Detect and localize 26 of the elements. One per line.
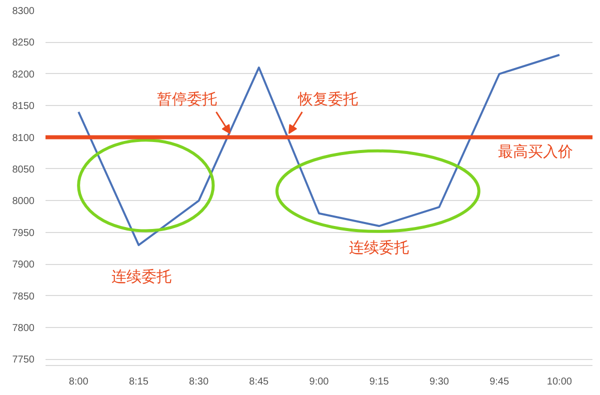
- y-tick-label: 7850: [12, 291, 35, 302]
- y-tick-label: 8000: [12, 196, 35, 208]
- y-tick-label: 8100: [12, 132, 35, 144]
- x-tick-label: 9:00: [309, 376, 330, 388]
- x-tick-label: 8:45: [249, 376, 270, 388]
- y-tick-label: 7800: [12, 322, 35, 334]
- annotation: 连续委托: [349, 240, 410, 257]
- y-tick-label: 7750: [12, 354, 35, 366]
- x-tick-label: 8:30: [189, 376, 209, 388]
- x-tick-label: 9:45: [490, 376, 510, 388]
- y-tick-label: 8300: [12, 6, 35, 17]
- x-tick-label: 9:15: [369, 376, 390, 388]
- x-tick-label: 10:00: [546, 376, 572, 388]
- y-tick-label: 7900: [12, 260, 35, 271]
- x-tick-label: 9:30: [429, 376, 450, 388]
- y-tick-label: 8050: [12, 164, 35, 176]
- annotation: 暂停委托: [156, 90, 217, 108]
- y-tick-label: 8150: [12, 101, 35, 112]
- y-tick-label: 8250: [12, 38, 35, 49]
- ref-line-label: 最高买入价: [498, 144, 573, 161]
- annotation: 恢复委托: [297, 90, 358, 108]
- annotation: 连续委托: [112, 268, 172, 286]
- x-tick-label: 8:15: [128, 376, 149, 388]
- y-tick-label: 7950: [12, 228, 35, 239]
- x-tick-label: 8:00: [68, 376, 89, 388]
- y-tick-label: 8200: [12, 69, 35, 80]
